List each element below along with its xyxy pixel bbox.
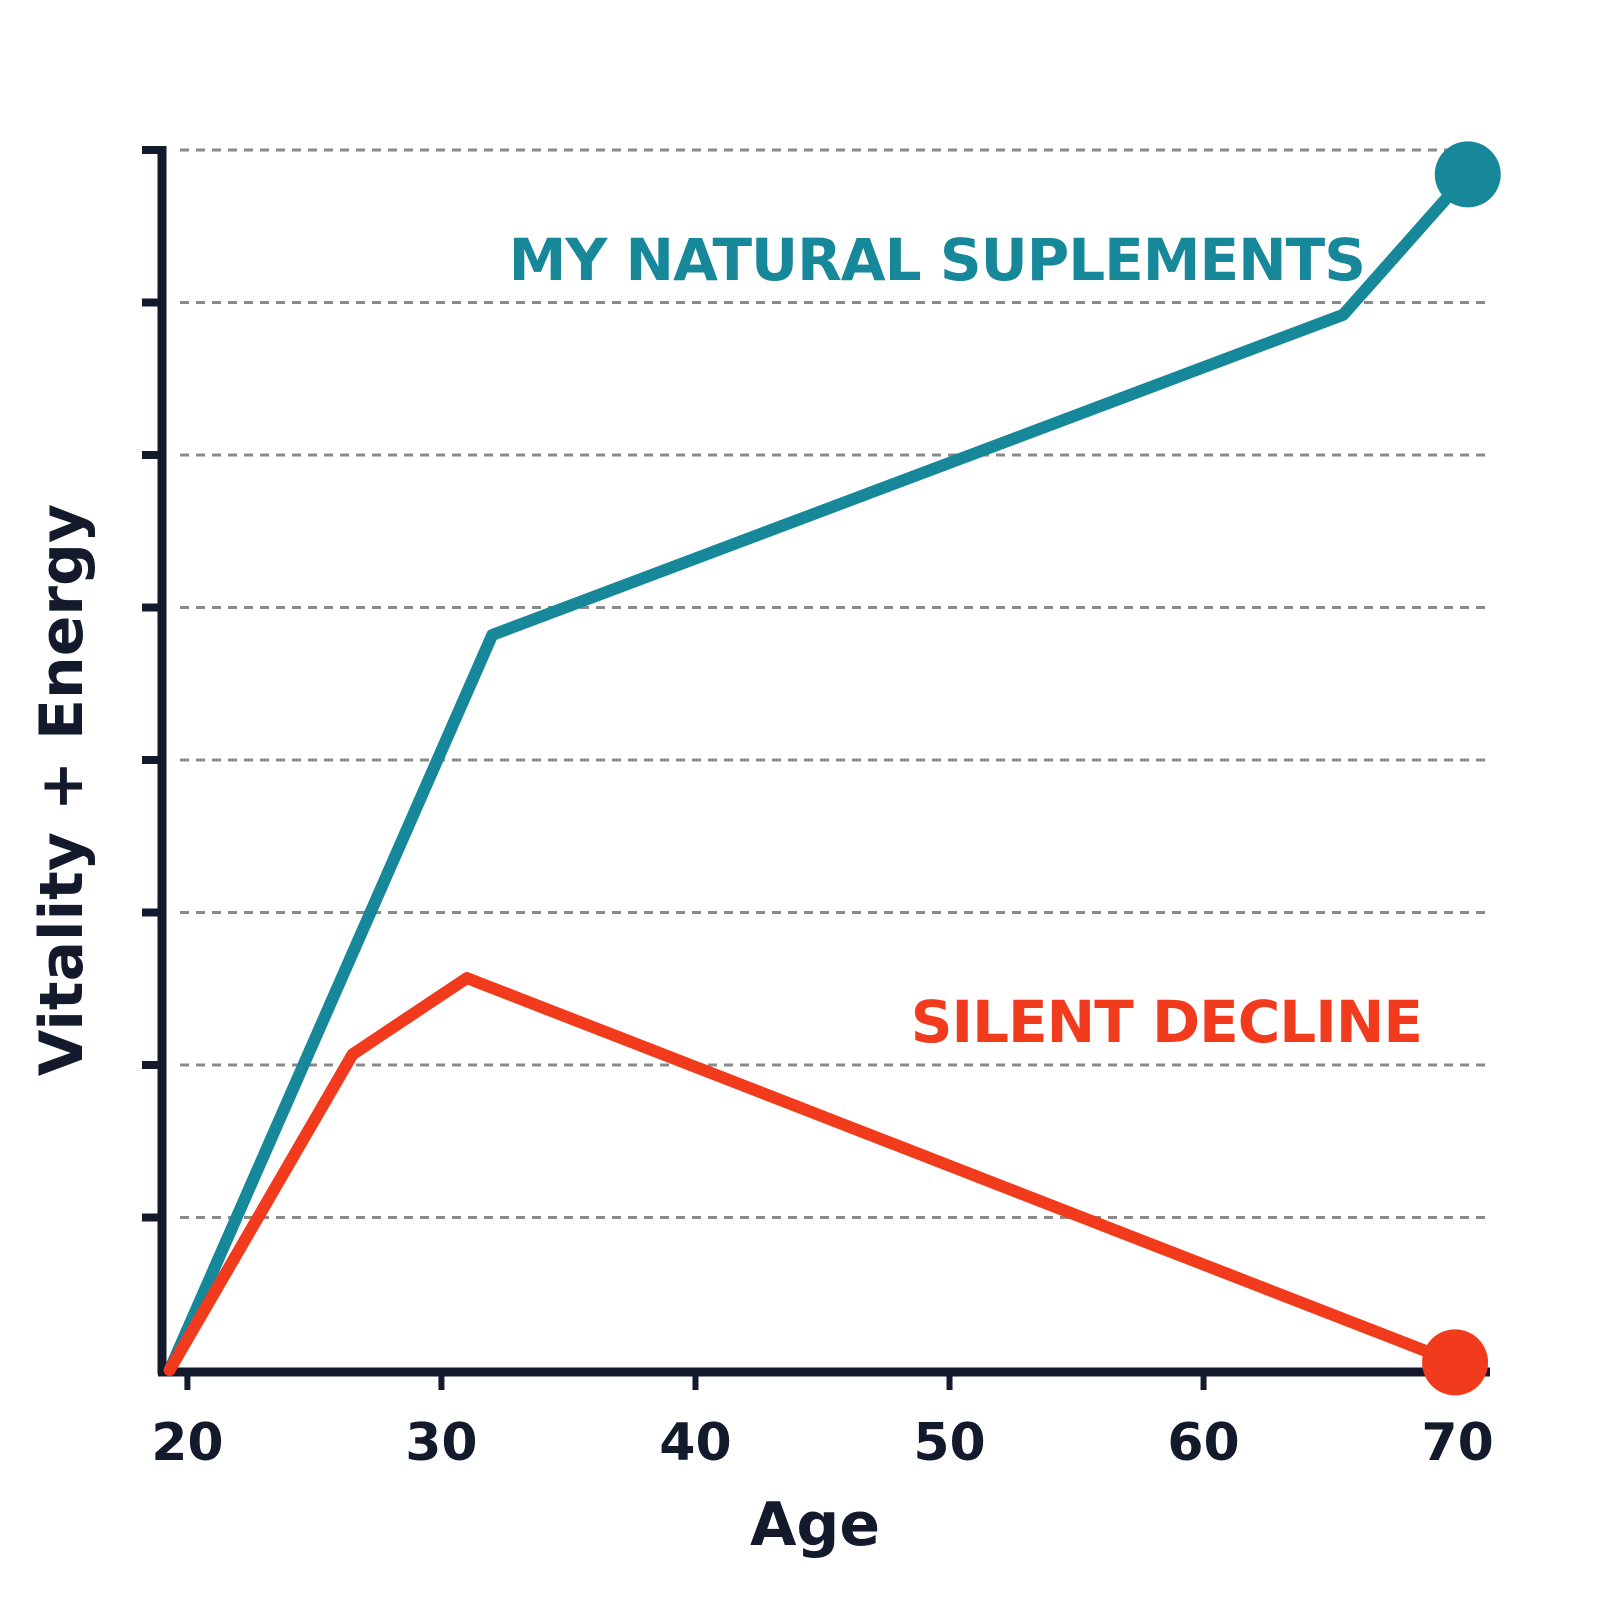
x-tick-label: 50 — [913, 1413, 985, 1473]
x-tick-label: 20 — [151, 1413, 223, 1473]
x-tick-label: 70 — [1421, 1413, 1493, 1473]
series-label: MY NATURAL SUPLEMENTS — [509, 226, 1365, 294]
x-axis-title: Age — [750, 1490, 880, 1560]
series-line — [163, 168, 1474, 1376]
x-tick-label: 30 — [405, 1413, 477, 1473]
end-marker — [1422, 1329, 1489, 1396]
end-marker — [1434, 141, 1501, 208]
y-axis-title: Vitality + Energy — [27, 504, 97, 1076]
series-label: SILENT DECLINE — [911, 988, 1422, 1056]
x-tick-label: 40 — [659, 1413, 731, 1473]
x-tick-label: 60 — [1167, 1413, 1239, 1473]
series-line — [163, 972, 1462, 1376]
